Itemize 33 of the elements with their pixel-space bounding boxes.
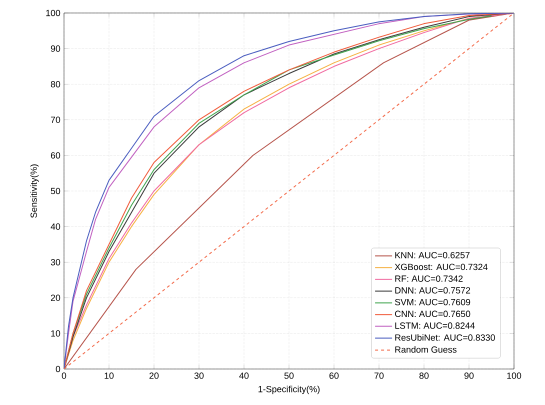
y-tick-label: 30 xyxy=(50,259,60,266)
legend-label: ResUbiNet: AUC=0.8330 xyxy=(395,334,495,341)
legend-label: DNN: AUC=0.7572 xyxy=(395,287,470,294)
x-tick-label: 50 xyxy=(284,372,294,379)
legend-label: RF: AUC=0.7342 xyxy=(395,275,463,282)
y-tick-label: 50 xyxy=(50,188,60,194)
x-axis-title: 1-Specificity(%) xyxy=(258,386,320,394)
x-tick-label: 90 xyxy=(464,372,474,379)
y-tick-label: 10 xyxy=(51,330,60,337)
legend-label: KNN: AUC=0.6257 xyxy=(395,252,470,258)
legend-label: LSTM: AUC=0.8244 xyxy=(395,322,475,329)
x-tick-label: 70 xyxy=(374,372,384,379)
legend-label: CNN: AUC=0.7650 xyxy=(395,310,470,318)
x-tick-label: 80 xyxy=(419,372,429,379)
x-tick-label: 10 xyxy=(104,372,114,379)
y-tick-label: 100 xyxy=(46,10,60,16)
x-tick-label: 40 xyxy=(239,372,249,379)
y-axis-title: Sensitivity(%) xyxy=(30,164,39,218)
legend-label: Random Guess xyxy=(395,346,457,353)
legend-label: SVM: AUC=0.7609 xyxy=(394,298,470,306)
x-tick-label: 30 xyxy=(194,372,204,379)
x-tick-label: 0 xyxy=(62,372,66,379)
x-tick-label: 20 xyxy=(149,372,159,379)
y-tick-label: 90 xyxy=(50,45,60,52)
y-tick-label: 80 xyxy=(50,81,60,88)
y-tick-label: 60 xyxy=(50,152,60,159)
y-tick-label: 40 xyxy=(50,223,60,230)
y-tick-label: 20 xyxy=(50,294,60,301)
legend-label: XGBoost: AUC=0.7324 xyxy=(394,264,488,270)
x-tick-label: 60 xyxy=(329,372,339,379)
y-tick-label: 70 xyxy=(50,116,60,123)
x-tick-label: 100 xyxy=(507,372,522,379)
y-tick-label: 0 xyxy=(56,366,60,372)
